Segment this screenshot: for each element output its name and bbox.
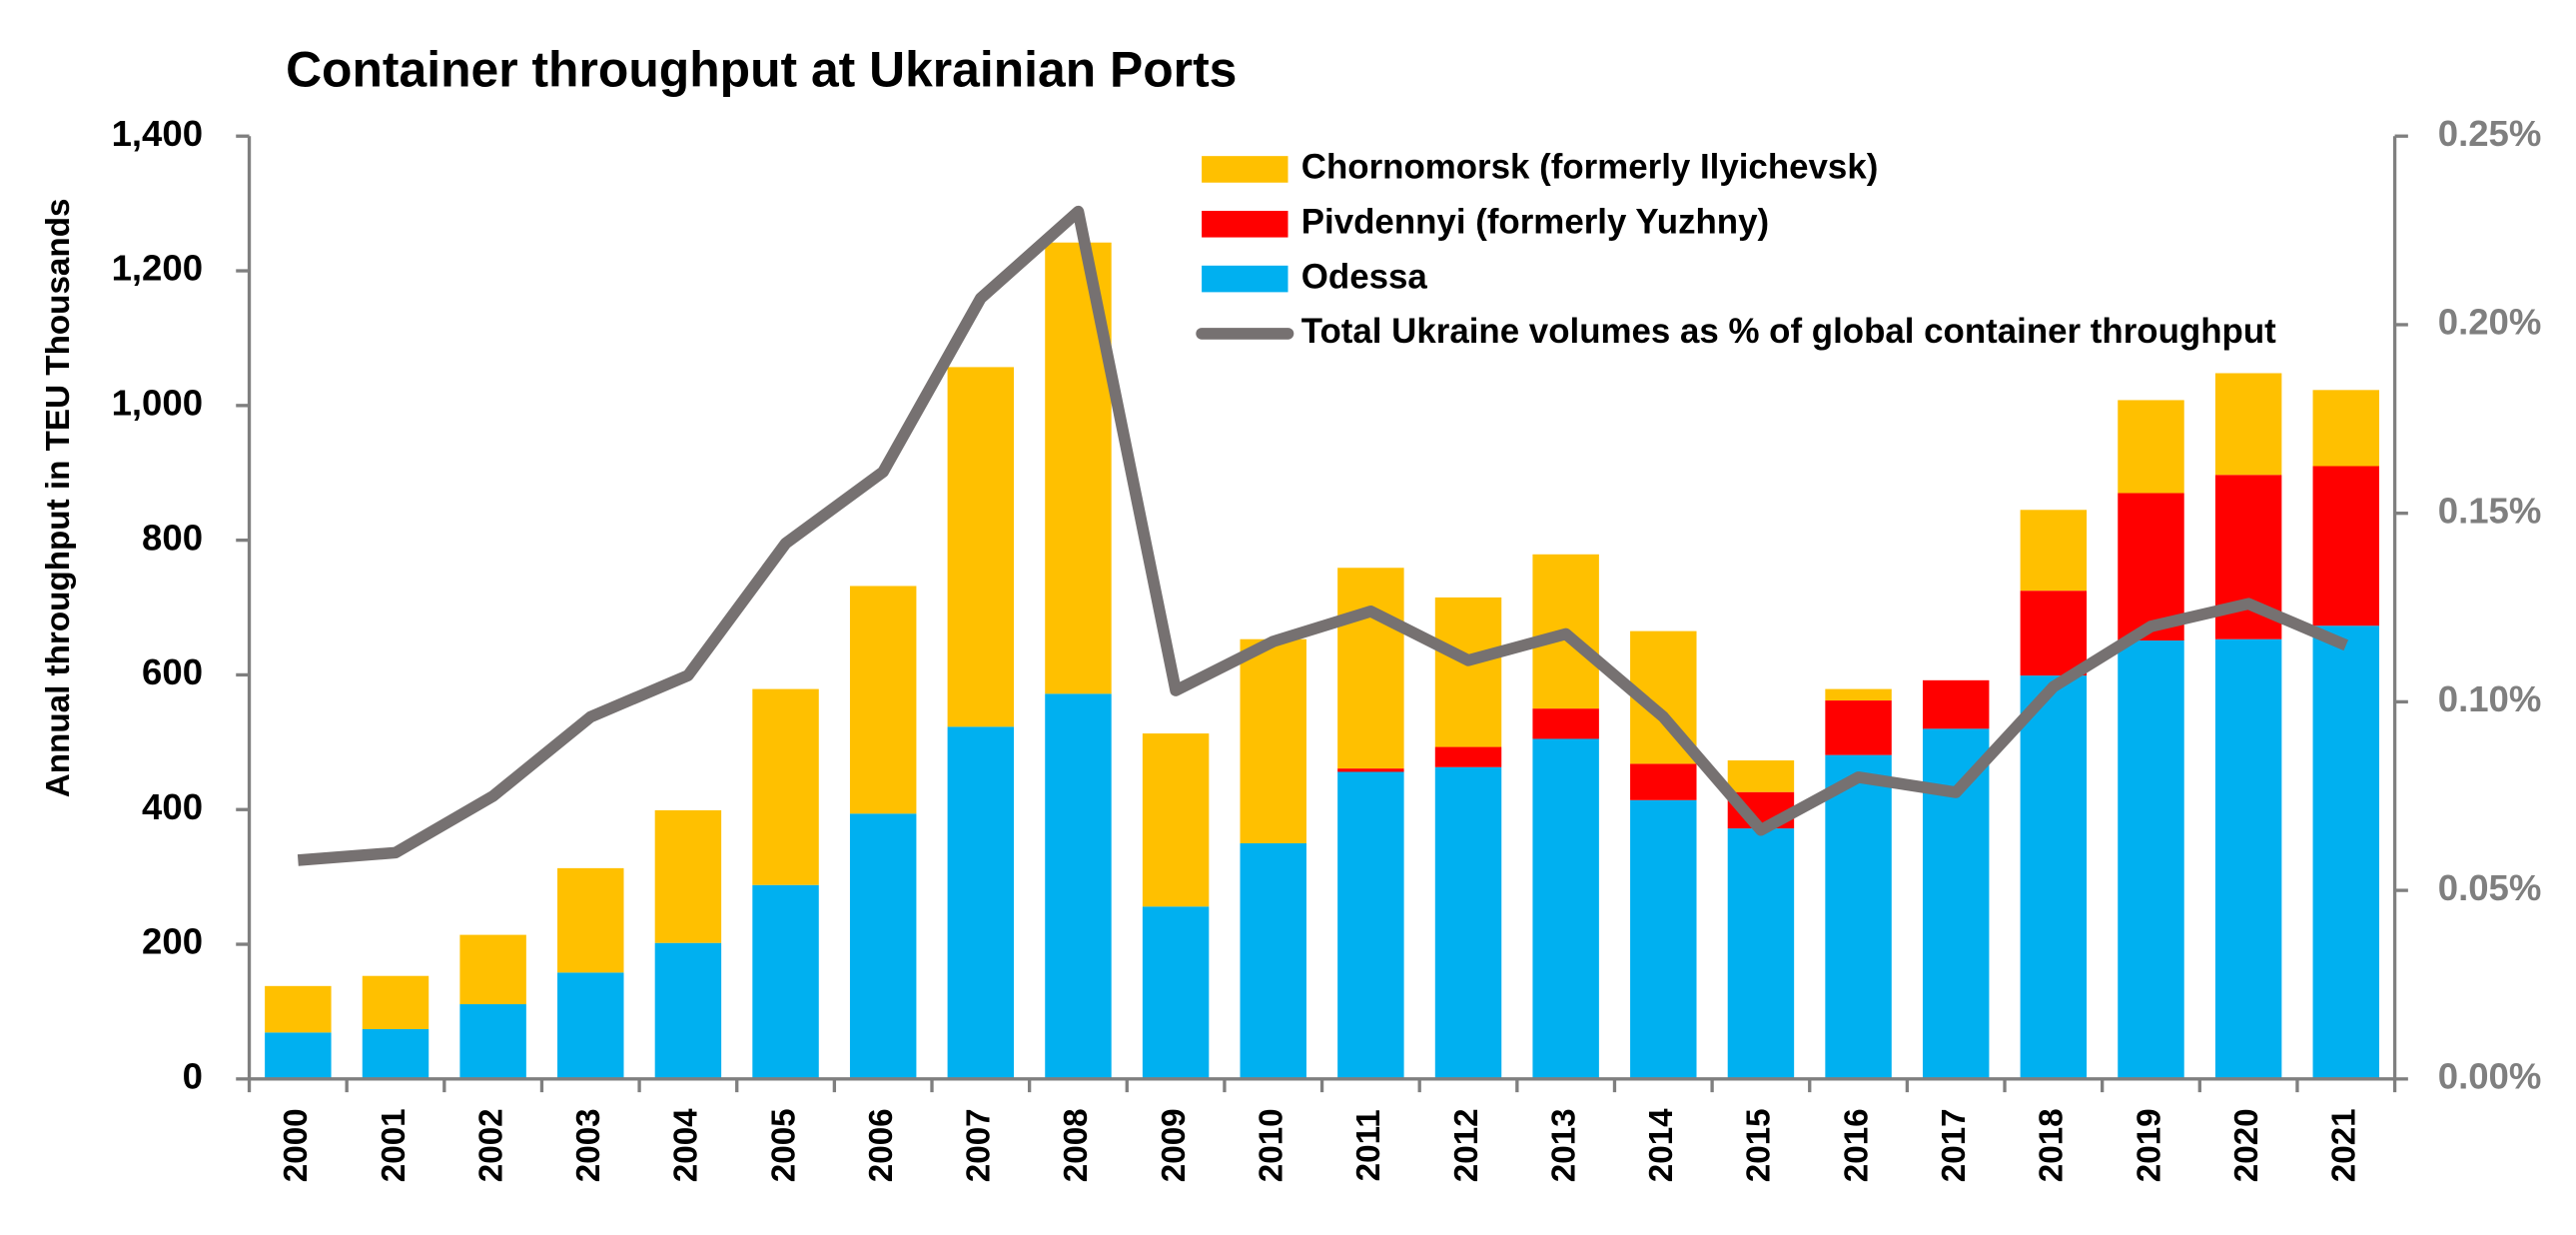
y-tick-label: 1,200	[112, 248, 203, 289]
bar-segment	[1434, 746, 1502, 767]
bar-segment	[2214, 373, 2282, 476]
bar-segment	[1727, 828, 1795, 1079]
bar-segment	[1240, 638, 1306, 843]
y-axis-label: Annual throughput in TEU Thousands	[40, 199, 77, 798]
y2-tick-label: 0.00%	[2438, 1055, 2542, 1096]
legend-label: Total Ukraine volumes as % of global con…	[1301, 312, 2276, 351]
bar-segment	[947, 367, 1015, 727]
bar-segment	[1825, 754, 1892, 1079]
bar-segment	[2118, 640, 2184, 1079]
y2-tick-label: 0.20%	[2438, 302, 2542, 343]
bar-segment	[2118, 400, 2184, 494]
x-tick-label: 2018	[2034, 1108, 2071, 1182]
x-tick-label: 2011	[1350, 1109, 1387, 1181]
bar-segment	[1434, 597, 1502, 747]
bar-segment	[849, 586, 917, 814]
y2-tick-label: 0.10%	[2438, 678, 2542, 719]
bar-segment	[1240, 842, 1306, 1079]
x-tick-label: 2014	[1643, 1108, 1680, 1182]
x-tick-label: 2000	[278, 1108, 315, 1182]
bar-segment	[2020, 510, 2088, 592]
legend-swatch	[1202, 156, 1288, 183]
chart-title: Container throughput at Ukrainian Ports	[286, 41, 1237, 97]
x-tick-label: 2020	[2228, 1108, 2265, 1182]
bar-segment	[362, 975, 429, 1029]
bar-segment	[1532, 708, 1599, 739]
bar-segment	[459, 934, 526, 1005]
y2-tick-label: 0.05%	[2438, 867, 2542, 908]
bar-segment	[1337, 771, 1404, 1079]
bar-segment	[1337, 768, 1404, 772]
bar-segment	[1727, 760, 1795, 792]
legend-label: Pivdennyi (formerly Yuzhny)	[1301, 202, 1769, 241]
bar-segment	[1825, 700, 1892, 755]
y-tick-label: 1,000	[112, 382, 203, 423]
bar-segment	[752, 884, 819, 1079]
bar-segment	[2312, 390, 2379, 467]
y2-tick-label: 0.25%	[2438, 113, 2542, 154]
bar-segment	[1142, 906, 1210, 1079]
bar-segment	[654, 942, 722, 1079]
y-tick-label: 0	[183, 1055, 203, 1096]
legend-swatch	[1202, 265, 1288, 293]
bar-segment	[2020, 675, 2088, 1079]
x-tick-label: 2013	[1545, 1108, 1582, 1182]
x-tick-label: 2004	[668, 1108, 705, 1182]
x-tick-label: 2008	[1058, 1108, 1095, 1182]
x-tick-label: 2012	[1448, 1108, 1485, 1182]
x-tick-label: 2015	[1741, 1108, 1778, 1182]
bar-segment	[1922, 728, 1990, 1079]
bar-segment	[2020, 591, 2088, 676]
x-tick-label: 2002	[472, 1108, 509, 1182]
y-tick-label: 600	[142, 651, 203, 692]
x-tick-label: 2019	[2131, 1108, 2167, 1182]
bar-segment	[947, 726, 1015, 1079]
y-tick-label: 800	[142, 517, 203, 558]
legend-label: Odessa	[1301, 257, 1428, 296]
x-tick-label: 2006	[863, 1108, 900, 1182]
x-tick-label: 2001	[376, 1108, 413, 1182]
bar-segment	[362, 1028, 429, 1079]
x-tick-label: 2017	[1936, 1108, 1973, 1182]
legend-label: Chornomorsk (formerly Ilyichevsk)	[1301, 148, 1879, 187]
bar-segment	[1045, 693, 1112, 1079]
bar-segment	[1630, 799, 1697, 1079]
bar-segment	[557, 867, 624, 973]
bar-segment	[265, 1032, 332, 1079]
x-tick-label: 2007	[961, 1108, 998, 1182]
y2-tick-label: 0.15%	[2438, 490, 2542, 531]
bar-segment	[2312, 625, 2379, 1079]
y-tick-label: 200	[142, 921, 203, 962]
x-tick-label: 2009	[1156, 1108, 1193, 1182]
bar-segment	[2312, 466, 2379, 626]
bar-segment	[1337, 568, 1404, 769]
x-tick-label: 2021	[2326, 1108, 2363, 1182]
y-tick-label: 400	[142, 786, 203, 827]
bar-segment	[1142, 733, 1210, 907]
x-tick-label: 2016	[1838, 1108, 1875, 1182]
bar-segment	[1825, 688, 1892, 701]
bar-segment	[654, 809, 722, 943]
x-tick-label: 2005	[765, 1108, 802, 1182]
bar-segment	[1630, 763, 1697, 800]
bar-segment	[1434, 766, 1502, 1079]
bar-segment	[459, 1004, 526, 1079]
bar-segment	[2214, 638, 2282, 1079]
bar-segment	[752, 688, 819, 885]
bar-segment	[1922, 679, 1990, 729]
line-series	[297, 205, 2349, 866]
y-tick-label: 1,400	[112, 113, 203, 154]
bar-segment	[849, 813, 917, 1079]
legend-swatch	[1202, 210, 1288, 238]
x-tick-label: 2010	[1254, 1108, 1290, 1182]
x-tick-label: 2003	[570, 1108, 607, 1182]
bar-segment	[1532, 738, 1599, 1079]
bar-segment	[557, 972, 624, 1079]
bar-segment	[265, 985, 332, 1033]
